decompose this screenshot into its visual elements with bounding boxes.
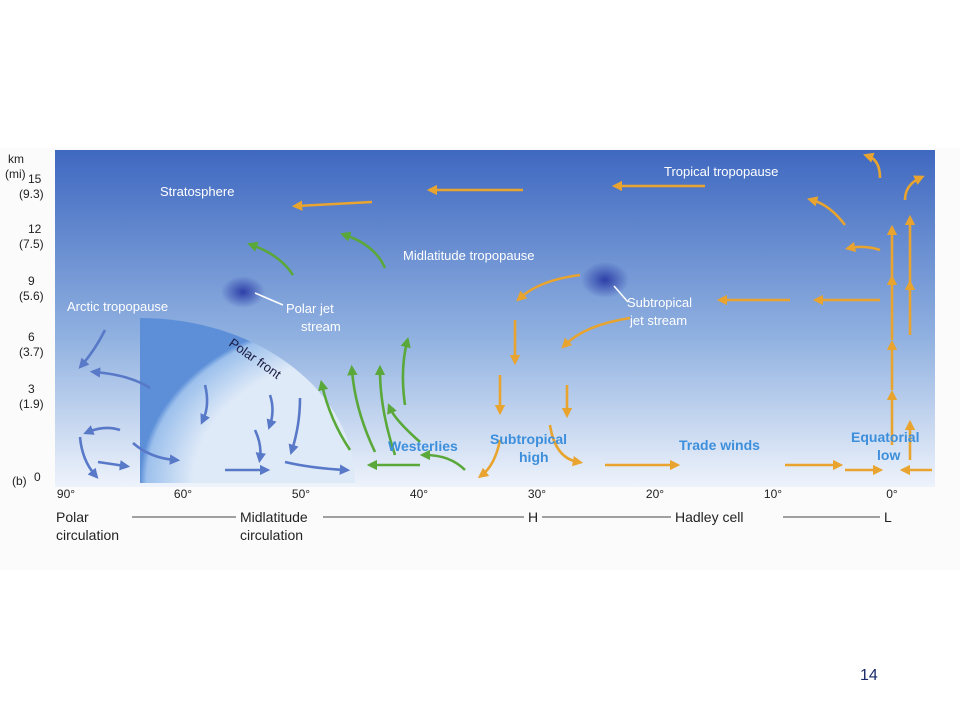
latitude-axis: 90° 60° 50° 40° 30° 20° 10° 0°: [57, 487, 898, 501]
label: jet stream: [629, 313, 687, 328]
label: Subtropical: [490, 431, 567, 447]
latitude-label: 20°: [646, 487, 664, 501]
latitude-label: 0°: [886, 487, 898, 501]
latitude-label: 40°: [410, 487, 428, 501]
polar-front-dome: [140, 318, 355, 483]
label: stream: [301, 319, 341, 334]
subtropical-jet-core: [581, 262, 629, 298]
label: Midlatitude tropopause: [403, 248, 535, 263]
circulation: Midlatitude: [240, 509, 308, 525]
circulation: circulation: [240, 527, 303, 543]
height-mi: (1.9): [19, 397, 44, 411]
pointer: [254, 292, 284, 306]
circulation: circulation: [56, 527, 119, 543]
height-km: 9: [28, 274, 35, 288]
height-mi: (7.5): [19, 237, 44, 251]
page-number: 14: [860, 667, 878, 684]
height-axis: km (mi) (b) 15(9.3) 12(7.5) 9(5.6) 6(3.7) 3(…: [5, 152, 44, 488]
latitude-label: 90°: [57, 487, 75, 501]
latitude-label: 10°: [764, 487, 782, 501]
height-mi: (9.3): [19, 187, 44, 201]
label: Trade winds: [679, 437, 760, 453]
height-km: 15: [28, 172, 42, 186]
height-mi: (3.7): [19, 345, 44, 359]
latitude-label: 30°: [528, 487, 546, 501]
label: Subtropical: [627, 295, 692, 310]
circulation-bar: Polar circulation Midlatitude circulatio…: [56, 509, 892, 543]
label: low: [877, 447, 900, 463]
latitude-label: 60°: [174, 487, 192, 501]
circulation: H: [528, 509, 538, 525]
panel-label: (b): [12, 474, 27, 488]
pointer: [613, 285, 629, 303]
label: Arctic tropopause: [67, 299, 168, 314]
axis-unit-alt: (mi): [5, 167, 26, 181]
axis-unit: km: [8, 152, 24, 166]
latitude-label: 50°: [292, 487, 310, 501]
label: Westerlies: [388, 438, 458, 454]
label: Equatorial: [851, 429, 919, 445]
label: Stratosphere: [160, 184, 234, 199]
circulation: Hadley cell: [675, 509, 743, 525]
circulation: Polar: [56, 509, 89, 525]
height-km: 12: [28, 222, 42, 236]
height-mi: (5.6): [19, 289, 44, 303]
height-km: 3: [28, 382, 35, 396]
label: high: [519, 449, 549, 465]
label: Polar jet: [286, 301, 334, 316]
circulation: L: [884, 509, 892, 525]
height-km: 6: [28, 330, 35, 344]
label: Tropical tropopause: [664, 164, 778, 179]
height-km: 0: [34, 470, 41, 484]
polar-jet-core: [221, 276, 265, 308]
arrows: [78, 152, 932, 479]
